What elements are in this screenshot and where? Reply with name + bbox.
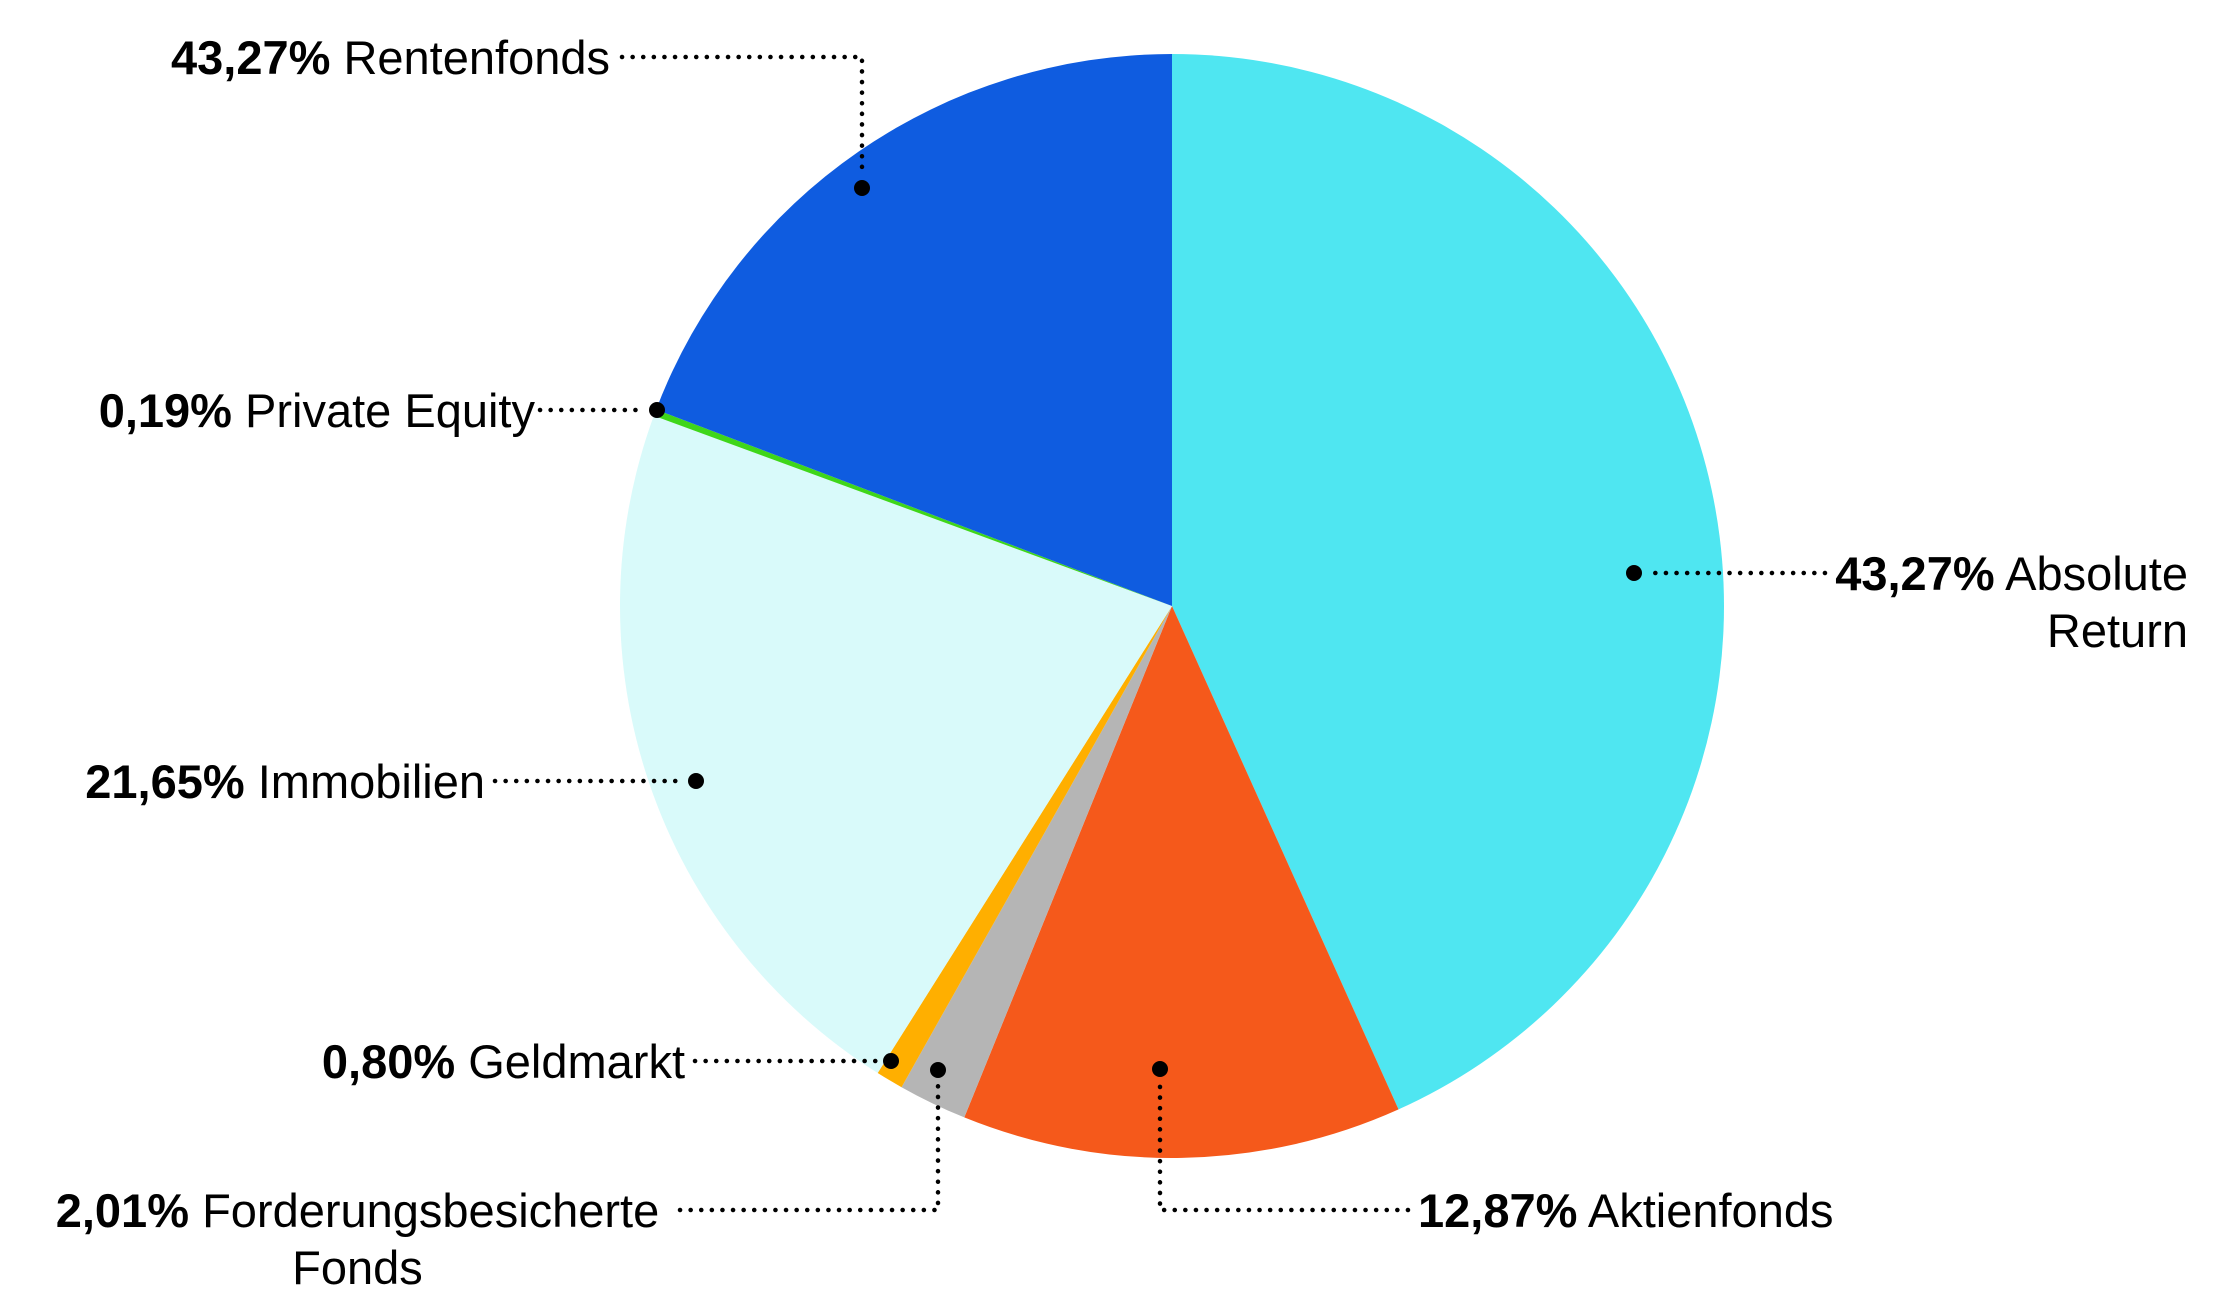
label-name: Rentenfonds [343,31,610,84]
label-name: Private Equity [245,384,535,437]
leader-dot [854,180,870,196]
pie-slice-geldmarkt [877,606,1172,1088]
label-absolute-return: 43,27% Absolute Return [1748,545,2188,659]
leader-line [1157,1079,1411,1213]
pie-slice-forderungsbesicherte-fonds [901,606,1172,1118]
label-pct: 0,19% [98,384,232,437]
label-pct: 2,01% [55,1184,189,1237]
label-pct: 43,27% [170,31,331,84]
label-name: Forderungsbesicherte Fonds [202,1184,660,1292]
label-pct: 12,87% [1418,1184,1578,1237]
label-geldmarkt: 0,80% Geldmarkt [240,1033,685,1090]
label-aktienfonds: 12,87% Aktienfonds [1418,1182,2068,1239]
pie-slice-immobilien [620,415,1172,1073]
label-name: Aktienfonds [1587,1184,1834,1237]
label-private-equity: 0,19% Private Equity [45,382,535,439]
pie-slice-rentenfonds [656,54,1172,606]
label-name: Absolute Return [2005,547,2188,657]
label-rentenfonds: 43,27% Rentenfonds [115,29,610,86]
leader-dot [883,1053,899,1069]
pie-slice-absolute-return [1172,54,1724,1110]
label-name: Geldmarkt [468,1035,685,1088]
label-pct: 43,27% [1835,547,1995,600]
label-immobilien: 21,65% Immobilien [40,753,485,810]
label-forderungsbesicherte-fonds: 2,01% Forderungsbesicherte Fonds [35,1182,680,1292]
label-name: Immobilien [257,755,485,808]
pie-slice-private-equity [653,409,1172,606]
label-pct: 21,65% [85,755,245,808]
leader-dot [1626,565,1642,581]
leader-dot [1152,1061,1168,1077]
leader-dot [688,773,704,789]
leader-line [677,1079,941,1213]
leader-line [619,54,865,179]
pie-slice-aktienfonds [964,606,1399,1158]
leader-dot [649,402,665,418]
label-pct: 0,80% [321,1035,456,1088]
leader-dot [930,1062,946,1078]
